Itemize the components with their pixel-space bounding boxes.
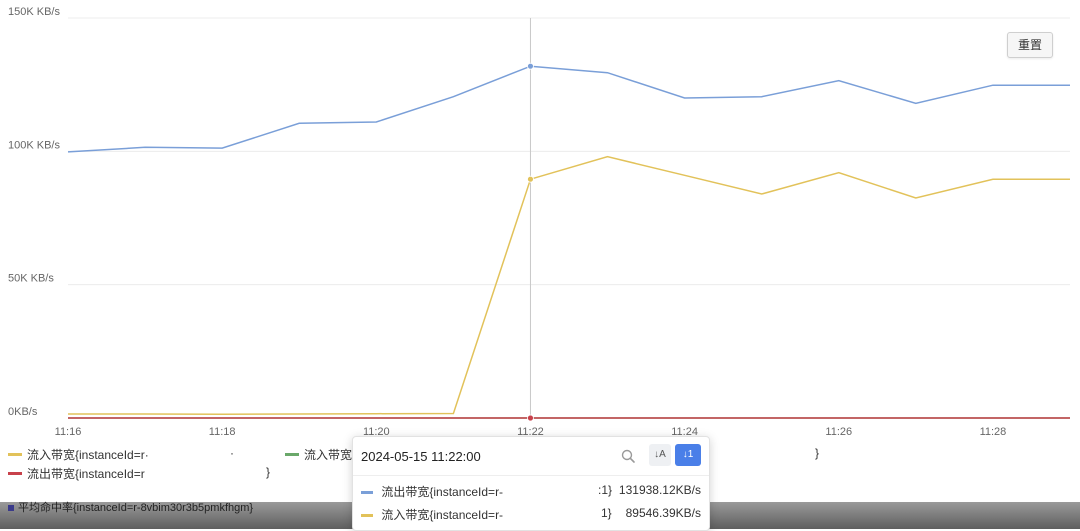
tooltip-value: 89546.39KB/s <box>625 506 701 520</box>
series-line-1 <box>68 155 1070 416</box>
legend-swatch-green <box>285 453 299 456</box>
legend-item-tail-3: } <box>266 465 270 479</box>
legend-item-hit-rate[interactable]: 平均命中率{instanceId=r-8vbim30r3b5pmkfhgm} <box>8 499 253 515</box>
legend-label: 流入带宽{instanceId=r· <box>27 448 149 462</box>
x-tick-label: 11:18 <box>209 426 236 438</box>
tooltip-swatch-yellow <box>361 514 373 518</box>
tooltip-series-label: 流入带宽{instanceId=r- <box>381 508 504 522</box>
tooltip-row-inbound: 流入带宽{instanceId=r- <box>361 506 503 523</box>
bandwidth-line-chart: 150K KB/s 100K KB/s 50K KB/s 0KB/s 11:16 11:1… <box>8 6 1070 438</box>
tooltip-value: 131938.12KB/s <box>618 483 701 497</box>
legend-label-tail: } <box>266 465 271 479</box>
legend-item-tail-2: } <box>815 446 819 460</box>
legend-label: 流入带宽{i <box>304 448 359 462</box>
legend-label: 流出带宽{instanceId=r <box>27 467 145 481</box>
tooltip-row-outbound: 流出带宽{instanceId=r- <box>361 483 503 500</box>
x-tick-label: 11:26 <box>825 426 852 438</box>
tooltip-time: 2024-05-15 11:22:00 <box>361 449 481 464</box>
tooltip-series-label: 流出带宽{instanceId=r- <box>381 485 504 499</box>
legend-swatch-red <box>8 472 22 475</box>
legend-item-inbound-2[interactable]: 流入带宽{i <box>285 446 359 463</box>
tooltip-row-suffix: 1} <box>601 506 612 520</box>
legend-item-outbound[interactable]: 流出带宽{instanceId=r <box>8 465 145 482</box>
sort-value-button[interactable]: ↓1 <box>675 444 701 466</box>
legend-label-tail: · <box>230 446 234 460</box>
data-tooltip: 2024-05-15 11:22:00 ↓A ↓1 流出带宽{instanceI… <box>352 436 710 531</box>
crosshair-point-3 <box>527 414 534 422</box>
y-tick-label: 100K KB/s <box>8 139 60 151</box>
legend-item-tail-1: · <box>230 446 234 460</box>
sort-alpha-button[interactable]: ↓A <box>649 444 671 466</box>
x-tick-label: 11:22 <box>517 426 544 438</box>
series-line-0 <box>67 65 1070 153</box>
legend-label: 平均命中率{instanceId=r-8vbim30r3b5pmkfhgm} <box>18 502 254 514</box>
legend-swatch-navy <box>8 505 14 511</box>
x-tick-label: 11:28 <box>980 426 1007 438</box>
tooltip-divider <box>353 475 709 476</box>
x-tick-label: 11:24 <box>671 426 698 438</box>
x-tick-label: 11:16 <box>55 426 82 438</box>
y-tick-label: 0KB/s <box>8 406 38 418</box>
crosshair-point-0 <box>527 62 534 70</box>
tooltip-series-suffix: :1} <box>598 483 613 497</box>
legend-label-tail: } <box>815 446 820 460</box>
y-tick-label: 50K KB/s <box>8 273 54 285</box>
tooltip-row-suffix: :1} <box>598 483 612 497</box>
search-icon[interactable] <box>619 447 639 467</box>
x-tick-label: 11:20 <box>363 426 390 438</box>
crosshair-point-1 <box>527 175 534 183</box>
reset-zoom-button[interactable]: 重置 <box>1007 32 1053 58</box>
tooltip-swatch-blue <box>361 491 373 495</box>
legend-item-inbound-1[interactable]: 流入带宽{instanceId=r· <box>8 446 149 463</box>
legend-swatch-yellow <box>8 453 22 456</box>
tooltip-series-suffix: 1} <box>601 506 612 520</box>
y-tick-label: 150K KB/s <box>8 6 60 18</box>
